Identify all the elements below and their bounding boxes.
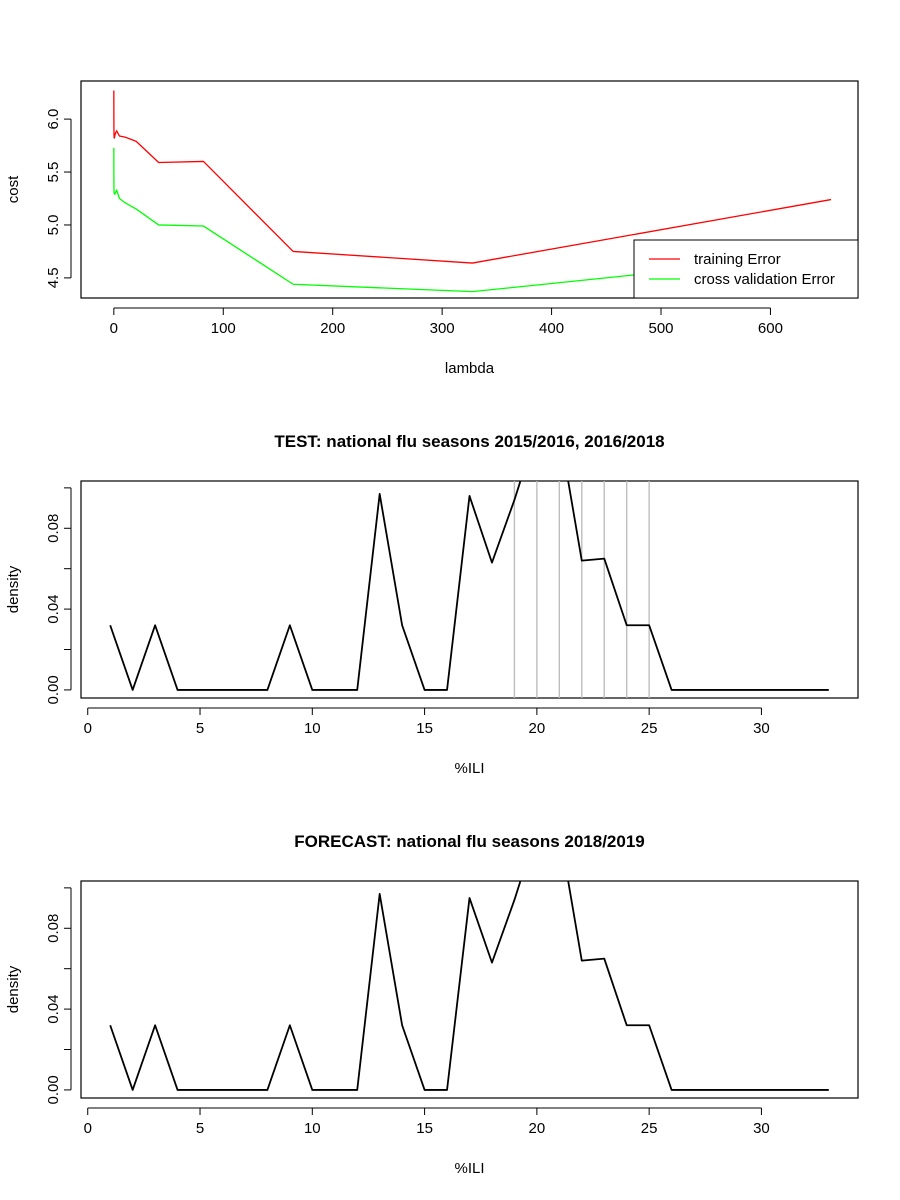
x-tick-label: 15 <box>416 720 433 737</box>
y-axis-label: density <box>5 565 22 613</box>
plot-frame <box>80 480 859 699</box>
y-tick-label: 0.08 <box>45 914 62 943</box>
legend: training Error cross validation Error <box>633 239 859 299</box>
series-line-0 <box>109 881 829 1091</box>
y-tick-label: 0.08 <box>45 514 62 543</box>
plot-frame <box>80 80 859 299</box>
density-line <box>109 481 829 691</box>
x-tick-label: 20 <box>529 720 546 737</box>
axis-ticks: 0 5 10 15 20 25 30 0.00 0.04 0.08 <box>45 487 770 737</box>
legend-label-training: training Error <box>694 251 781 268</box>
panel-cost-vs-lambda: lambda cost 0 100 200 300 400 500 600 4.5 5.0 5.5… <box>5 80 859 377</box>
x-tick-label: 25 <box>641 720 658 737</box>
x-tick-label: 5 <box>196 720 204 737</box>
x-tick-label: 20 <box>529 1120 546 1137</box>
x-tick-label: 10 <box>304 720 321 737</box>
y-tick-label: 5.5 <box>45 162 62 183</box>
y-tick-label: 4.5 <box>45 267 62 288</box>
axis-ticks: 0 100 200 300 400 500 600 4.5 5.0 5.5 6.0 <box>45 109 783 337</box>
legend-label-cv: cross validation Error <box>694 271 835 288</box>
x-tick-label: 10 <box>304 1120 321 1137</box>
y-tick-label: 0.00 <box>45 675 62 704</box>
y-axis-label: cost <box>5 175 22 203</box>
y-axis-label: density <box>5 965 22 1013</box>
chart-title: TEST: national flu seasons 2015/2016, 20… <box>274 432 664 451</box>
x-tick-label: 400 <box>539 320 564 337</box>
x-tick-label: 30 <box>753 1120 770 1137</box>
legend-box <box>633 239 859 299</box>
x-tick-label: 5 <box>196 1120 204 1137</box>
x-tick-label: 0 <box>84 1120 92 1137</box>
series-line-0 <box>113 90 832 264</box>
series-line-1 <box>113 147 832 293</box>
x-tick-label: 600 <box>758 320 783 337</box>
panel-test-density: TEST: national flu seasons 2015/2016, 20… <box>5 432 859 777</box>
y-tick-label: 0.04 <box>45 594 62 623</box>
x-tick-label: 30 <box>753 720 770 737</box>
reference-vlines <box>513 481 650 698</box>
chart-title: FORECAST: national flu seasons 2018/2019 <box>294 832 645 851</box>
x-axis-label: %ILI <box>454 760 484 777</box>
x-tick-label: 0 <box>84 720 92 737</box>
x-tick-label: 500 <box>648 320 673 337</box>
density-line <box>109 881 829 1091</box>
x-tick-label: 0 <box>110 320 118 337</box>
series-line-0 <box>109 481 829 691</box>
plot-frame <box>80 880 859 1099</box>
y-tick-label: 5.0 <box>45 215 62 236</box>
axis-ticks: 0 5 10 15 20 25 30 0.00 0.04 0.08 <box>45 887 770 1137</box>
series-lines <box>113 90 832 293</box>
x-axis-label: %ILI <box>454 1160 484 1177</box>
x-axis-label: lambda <box>445 360 495 377</box>
x-tick-label: 15 <box>416 1120 433 1137</box>
x-tick-label: 300 <box>430 320 455 337</box>
y-tick-label: 0.04 <box>45 994 62 1023</box>
panel-forecast-density: FORECAST: national flu seasons 2018/2019… <box>5 832 859 1177</box>
y-tick-label: 0.00 <box>45 1075 62 1104</box>
x-tick-label: 25 <box>641 1120 658 1137</box>
x-tick-label: 200 <box>320 320 345 337</box>
x-tick-label: 100 <box>211 320 236 337</box>
y-tick-label: 6.0 <box>45 109 62 130</box>
